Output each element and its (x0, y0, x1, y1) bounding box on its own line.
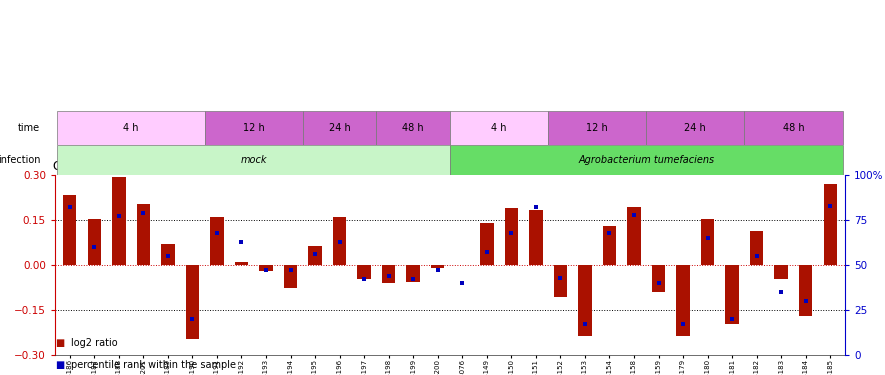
Bar (554, 265, 567, 297)
Bar (548, 111, 646, 145)
Bar (308, 246, 322, 265)
Bar (450, 111, 548, 145)
Bar (774, 265, 788, 279)
Bar (284, 265, 297, 288)
Text: mock: mock (241, 155, 267, 165)
Bar (627, 207, 641, 265)
Bar (578, 265, 592, 336)
Text: 4 h: 4 h (491, 123, 507, 133)
Bar (651, 265, 666, 292)
Bar (676, 265, 689, 336)
Bar (406, 265, 420, 282)
Bar (450, 145, 843, 175)
Bar (480, 223, 494, 265)
Bar (701, 219, 714, 265)
Text: 48 h: 48 h (403, 123, 424, 133)
Text: time: time (19, 123, 41, 133)
Bar (750, 231, 764, 265)
Bar (726, 265, 739, 324)
Text: Agrobacterium tumefaciens: Agrobacterium tumefaciens (578, 155, 714, 165)
Bar (58, 145, 450, 175)
Text: ■: ■ (55, 360, 65, 370)
Bar (88, 219, 101, 265)
Bar (646, 111, 744, 145)
Text: log2 ratio: log2 ratio (71, 338, 118, 348)
Text: 4 h: 4 h (123, 123, 139, 133)
Text: 12 h: 12 h (587, 123, 608, 133)
Text: 24 h: 24 h (328, 123, 350, 133)
Text: infection: infection (0, 155, 41, 165)
Bar (431, 265, 444, 268)
Bar (161, 244, 174, 265)
Bar (303, 111, 376, 145)
Bar (529, 210, 543, 265)
Bar (744, 111, 843, 145)
Bar (186, 265, 199, 339)
Text: GDS1692 / A007228_01: GDS1692 / A007228_01 (53, 159, 194, 172)
Text: 48 h: 48 h (782, 123, 804, 133)
Bar (204, 111, 303, 145)
Bar (259, 265, 273, 271)
Bar (235, 262, 248, 265)
Bar (58, 111, 204, 145)
Bar (210, 217, 224, 265)
Bar (824, 184, 837, 265)
Bar (63, 195, 76, 265)
Bar (382, 265, 396, 283)
Bar (799, 265, 812, 316)
Text: 12 h: 12 h (242, 123, 265, 133)
Bar (112, 177, 126, 265)
Text: 24 h: 24 h (684, 123, 706, 133)
Bar (376, 111, 450, 145)
Text: percentile rank within the sample: percentile rank within the sample (71, 360, 236, 370)
Bar (358, 265, 371, 279)
Bar (333, 217, 346, 265)
Bar (136, 204, 150, 265)
Bar (603, 226, 616, 265)
Text: ■: ■ (55, 338, 65, 348)
Bar (504, 208, 518, 265)
